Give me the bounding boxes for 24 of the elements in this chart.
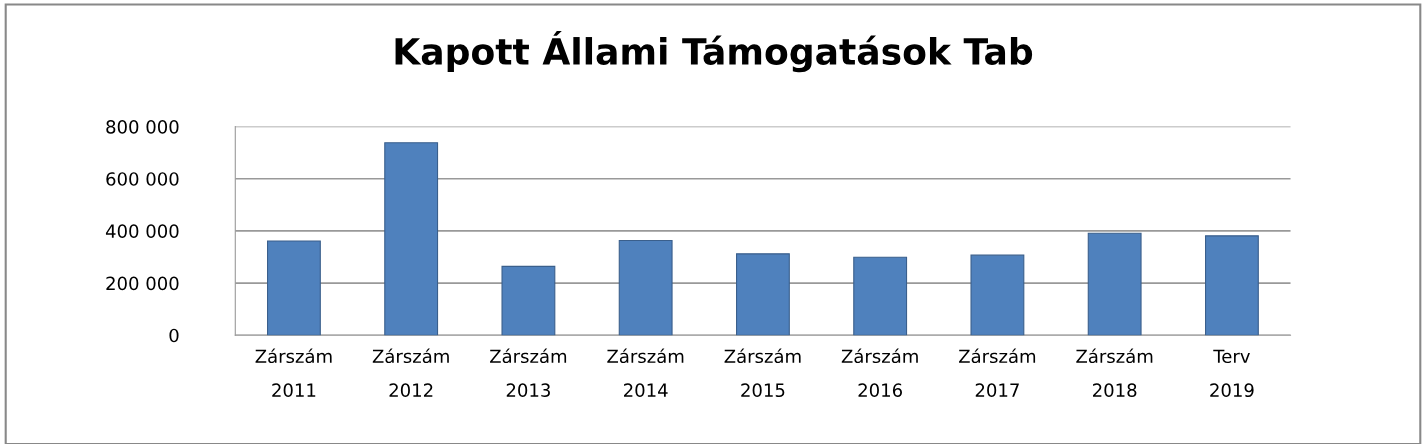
x-tick-label: Zárszám 2014 [607,348,684,398]
y-tick-label: 600 000 [106,172,179,186]
bar [970,254,1025,336]
chart-title: Kapott Állami Támogatások Tab [395,31,1033,73]
bar [384,142,439,336]
x-tick-label: Zárszám 2011 [255,348,332,398]
bar [1087,232,1142,336]
x-tick-label: Zárszám 2015 [724,348,801,398]
x-tick-label: Zárszám 2017 [959,348,1036,398]
y-tick-label: 200 000 [106,276,179,291]
y-tick-label: 400 000 [105,224,179,238]
x-tick-label: Zárszám 2016 [841,348,918,398]
bar [1204,235,1259,336]
y-tick-label: 800 000 [106,120,179,134]
x-tick-label: Zárszám 2013 [490,348,567,398]
x-tick-label: Terv 2019 [1210,349,1254,398]
bar [618,239,673,336]
bar [501,265,556,336]
y-tick-label: 0 [169,328,179,343]
x-tick-label: Zárszám 2018 [1076,348,1153,398]
bar [266,240,321,336]
bar [735,253,790,336]
x-tick-label: Zárszám 2012 [372,348,449,398]
bar [853,256,908,336]
